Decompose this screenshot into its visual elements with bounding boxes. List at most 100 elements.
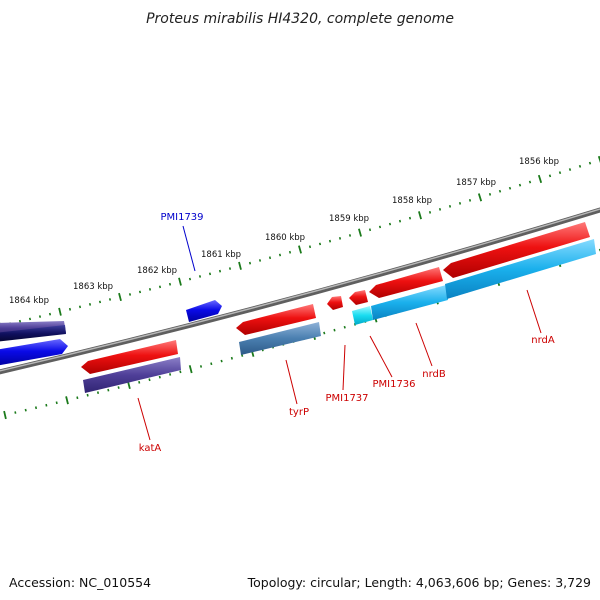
- scale-tick: [118, 292, 122, 302]
- gene-label-kata[interactable]: katA: [139, 443, 162, 454]
- scale-tick: [597, 155, 600, 163]
- kbp-label: 1859 kbp: [329, 214, 369, 224]
- feature-nrdb-shade: [371, 285, 448, 320]
- scale-tick: [158, 375, 161, 379]
- gene-labels: PMI1739 katA tyrP PMI1737 PMI1736 nrdB n…: [139, 212, 555, 454]
- kbp-labels: 1864 kbp 1863 kbp 1862 kbp 1861 kbp 1860…: [9, 157, 559, 306]
- scale-tick: [169, 373, 172, 376]
- scale-tick: [38, 315, 42, 318]
- scale-tick: [198, 275, 202, 278]
- scale-tick: [588, 161, 592, 165]
- scale-tick: [258, 259, 262, 262]
- scale-tick: [28, 317, 32, 321]
- scale-tick: [14, 411, 17, 414]
- feature-pmi1737[interactable]: [327, 296, 343, 310]
- feature-pmi1739[interactable]: [186, 300, 222, 322]
- kbp-label: 1858 kbp: [392, 196, 432, 206]
- scale-tick: [88, 303, 92, 306]
- scale-tick: [368, 228, 372, 232]
- scale-tick: [168, 282, 172, 286]
- scale-tick: [398, 219, 402, 223]
- scale-tick: [378, 225, 382, 229]
- scale-tick: [358, 228, 362, 237]
- scale-tick: [138, 290, 142, 294]
- scale-tick: [68, 307, 72, 311]
- scale-tick: [76, 396, 79, 400]
- kbp-label: 1861 kbp: [201, 250, 241, 260]
- feature-kata-shade: [83, 357, 181, 393]
- scale-tick: [107, 388, 110, 392]
- scale-tick: [128, 293, 132, 296]
- scale-tick: [308, 245, 312, 249]
- scale-tick: [188, 277, 192, 281]
- scale-tick: [498, 189, 502, 193]
- scale-tick: [578, 164, 582, 168]
- scale-tick: [48, 312, 52, 316]
- scale-tick: [418, 211, 422, 220]
- feature-pmi1736[interactable]: [349, 290, 368, 305]
- scale-tick: [548, 174, 552, 178]
- scale-tick: [78, 305, 82, 309]
- scale-tick: [230, 356, 233, 360]
- scale-tick: [228, 267, 232, 270]
- scale-tick: [448, 204, 452, 208]
- scale-tick: [248, 261, 252, 265]
- scale-tick: [179, 370, 182, 374]
- scale-tick: [343, 325, 346, 329]
- gene-label-pmi1737[interactable]: PMI1737: [325, 393, 368, 404]
- scale-tick: [55, 401, 58, 405]
- scale-tick: [318, 242, 322, 246]
- scale-tick: [537, 174, 543, 184]
- scale-tick: [488, 192, 492, 196]
- label-leaders: [137, 225, 542, 441]
- scale-tick: [568, 168, 572, 171]
- scale-tick: [348, 234, 352, 237]
- feature-navy-left[interactable]: [0, 325, 66, 342]
- gene-label-nrda[interactable]: nrdA: [531, 335, 555, 346]
- feature-tyrp[interactable]: [236, 304, 316, 335]
- scale-tick: [65, 396, 69, 405]
- scale-tick: [508, 186, 512, 190]
- scale-tick: [98, 300, 102, 304]
- scale-tick: [210, 362, 213, 366]
- kbp-label: 1864 kbp: [9, 296, 49, 306]
- scale-tick: [86, 393, 89, 397]
- kbp-label: 1856 kbp: [519, 157, 559, 167]
- scale-tick: [188, 365, 193, 374]
- genome-backbone: [0, 207, 600, 375]
- scale-tick: [328, 239, 332, 243]
- scale-tick: [278, 253, 282, 257]
- scale-tick: [158, 285, 162, 289]
- feature-tyrp-shade: [239, 322, 321, 355]
- gene-label-pmi1739[interactable]: PMI1739: [160, 212, 203, 223]
- feature-blue-left[interactable]: [0, 339, 68, 366]
- gene-label-pmi1736[interactable]: PMI1736: [372, 379, 415, 390]
- scale-tick: [238, 261, 242, 270]
- scale-tick: [518, 183, 522, 187]
- scale-tick: [333, 328, 336, 332]
- scale-tick: [558, 171, 562, 175]
- scale-tick: [528, 180, 532, 184]
- feature-nrdb[interactable]: [369, 267, 443, 298]
- scale-tick: [58, 307, 62, 316]
- feature-kata[interactable]: [81, 340, 178, 374]
- accession-label: Accession: NC_010554: [9, 575, 152, 590]
- scale-tick: [117, 386, 120, 389]
- feature-nrda[interactable]: [443, 222, 590, 278]
- kbp-label: 1863 kbp: [73, 282, 113, 292]
- scale-tick: [477, 193, 483, 202]
- scale-tick: [34, 406, 38, 410]
- scale-tick: [18, 319, 22, 323]
- gene-label-tyrp[interactable]: tyrP: [289, 407, 309, 418]
- kbp-label: 1860 kbp: [265, 233, 305, 243]
- scale-tick: [338, 236, 342, 240]
- scale-tick: [408, 216, 412, 220]
- map-title: Proteus mirabilis HI4320, complete genom…: [146, 11, 454, 27]
- scale-tick: [241, 354, 244, 357]
- scale-tick: [458, 201, 462, 205]
- scale-tick: [438, 207, 442, 211]
- gene-label-nrdb[interactable]: nrdB: [422, 369, 446, 380]
- scale-tick: [199, 365, 203, 368]
- genome-stats-label: Topology: circular; Length: 4,063,606 bp…: [247, 575, 591, 590]
